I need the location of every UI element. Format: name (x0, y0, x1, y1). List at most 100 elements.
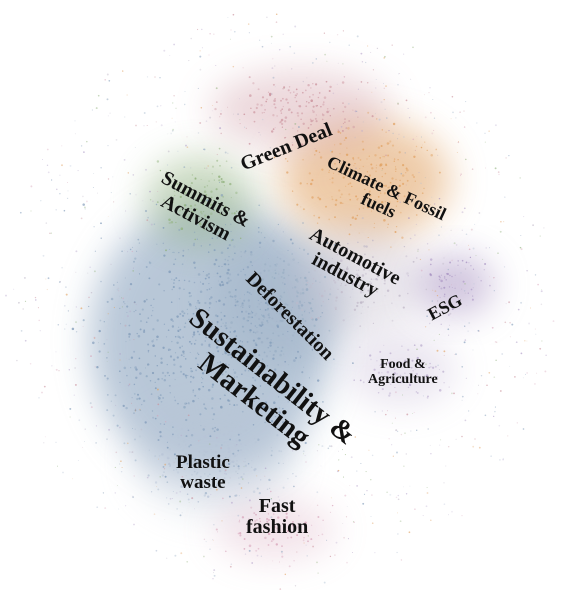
node-dot (212, 353, 214, 355)
node-dot (266, 365, 269, 367)
node-dot (374, 262, 376, 264)
node-dot (240, 487, 243, 489)
node-dot (480, 374, 483, 377)
node-dot (120, 460, 122, 463)
node-dot (319, 281, 321, 283)
node-dot (333, 279, 335, 282)
node-dot (217, 339, 220, 342)
node-dot (296, 112, 299, 115)
node-dot (163, 199, 165, 201)
node-dot (232, 452, 235, 455)
node-dot (203, 369, 206, 372)
node-dot (240, 255, 242, 258)
node-dot (271, 276, 274, 278)
node-dot (173, 396, 175, 398)
node-dot (399, 211, 402, 214)
node-dot (411, 359, 414, 362)
node-dot (350, 456, 353, 459)
node-dot (472, 295, 474, 297)
node-dot (158, 454, 161, 457)
node-dot (77, 170, 79, 172)
node-dot (236, 454, 239, 456)
node-dot (478, 446, 481, 449)
node-dot (237, 341, 239, 343)
node-dot (95, 425, 97, 427)
node-dot (127, 384, 130, 387)
node-dot (371, 256, 374, 258)
node-dot (260, 321, 264, 324)
node-dot (457, 264, 459, 267)
node-dot (134, 459, 137, 462)
node-dot (171, 340, 173, 343)
node-dot (315, 83, 318, 86)
node-dot (78, 419, 81, 422)
node-dot (392, 186, 394, 188)
node-dot (242, 67, 244, 69)
node-dot (198, 314, 200, 317)
node-dot (231, 460, 235, 464)
node-dot (414, 149, 416, 151)
node-dot (236, 460, 238, 462)
node-dot (370, 282, 372, 284)
node-dot (375, 167, 377, 169)
node-dot (268, 316, 271, 319)
node-dot (203, 228, 206, 231)
node-dot (177, 150, 179, 152)
node-dot (167, 329, 170, 331)
node-dot (270, 35, 273, 38)
cluster-cloud-climate-fossil (280, 120, 450, 240)
node-dot (372, 268, 374, 270)
node-dot (68, 369, 70, 371)
node-dot (273, 288, 275, 290)
node-dot (100, 222, 102, 225)
node-dot (61, 266, 63, 269)
node-dot (289, 312, 291, 315)
node-dot (443, 286, 446, 289)
node-dot (261, 405, 264, 408)
node-dot (40, 200, 42, 202)
node-dot (197, 299, 200, 302)
node-dot (260, 479, 262, 481)
node-dot (511, 323, 514, 326)
node-dot (255, 282, 257, 284)
node-dot (278, 411, 281, 414)
node-dot (260, 364, 262, 367)
node-dot (222, 497, 224, 500)
node-dot (357, 116, 359, 118)
node-dot (400, 172, 403, 175)
node-dot (379, 163, 383, 166)
node-dot (170, 301, 173, 303)
node-dot (188, 445, 191, 448)
node-dot (128, 336, 131, 338)
node-dot (316, 105, 318, 107)
node-dot (119, 381, 121, 383)
node-dot (247, 463, 250, 465)
node-dot (239, 119, 241, 121)
node-dot (395, 205, 398, 207)
node-dot (277, 516, 280, 519)
node-dot (190, 375, 192, 378)
node-dot (194, 305, 197, 308)
node-dot (349, 275, 353, 279)
node-dot (306, 555, 308, 557)
node-dot (449, 261, 452, 264)
node-dot (485, 167, 486, 169)
node-dot (471, 298, 474, 301)
node-dot (389, 493, 392, 496)
node-dot (260, 363, 262, 366)
node-dot (484, 262, 487, 266)
node-dot (358, 208, 361, 210)
node-dot (279, 525, 281, 527)
node-dot (148, 449, 150, 451)
node-dot (237, 431, 240, 434)
node-dot (256, 326, 258, 329)
node-dot (433, 339, 435, 342)
node-dot (147, 343, 150, 346)
node-dot (278, 450, 281, 452)
node-dot (537, 283, 539, 286)
node-dot (342, 319, 345, 322)
node-dot (463, 207, 466, 210)
node-dot (392, 122, 396, 126)
node-dot (417, 248, 419, 251)
node-dot (273, 156, 276, 159)
